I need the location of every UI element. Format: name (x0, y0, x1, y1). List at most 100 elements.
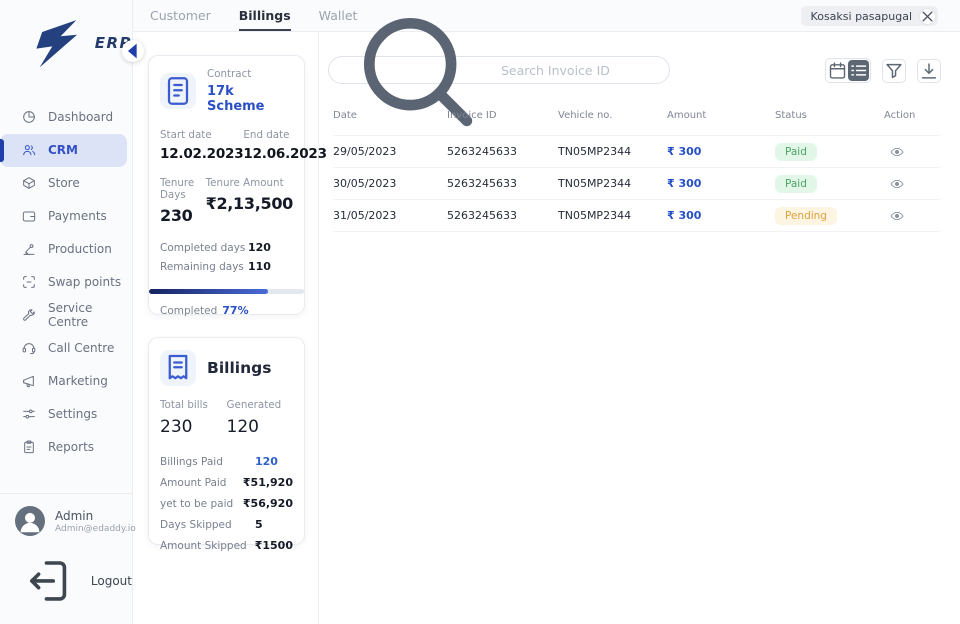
list-view-button[interactable] (848, 60, 869, 81)
table-row: 29/05/2023 5263245633 TN05MP2344 ₹ 300 P… (333, 135, 940, 167)
invoice-search (328, 56, 670, 84)
settings-icon (21, 406, 37, 422)
dashboard-icon (21, 109, 37, 125)
stat-value: 110 (248, 260, 271, 273)
payments-icon (21, 208, 37, 224)
sidebar-item-payments[interactable]: Payments (0, 200, 132, 233)
sidebar-item-label: CRM (48, 143, 78, 157)
calendar-view-button[interactable] (827, 60, 848, 81)
sidebar-item-label: Marketing (48, 374, 108, 388)
stat-value: ₹56,920 (243, 497, 293, 510)
user-profile[interactable]: Admin Admin@edaddy.io (0, 506, 132, 536)
cell-date: 29/05/2023 (333, 145, 447, 158)
stat-label: Billings Paid (160, 456, 255, 468)
progress-bar (149, 289, 304, 294)
sidebar-item-label: Reports (48, 440, 94, 454)
table-header: DateInvoice IDVehicle no.AmountStatusAct… (333, 104, 940, 135)
contract-stats: Completed days 120 Remaining days 110 (160, 241, 293, 273)
tenure-days-value: 230 (160, 206, 206, 225)
sidebar-item-label: Call Centre (48, 341, 114, 355)
table-row: 30/05/2023 5263245633 TN05MP2344 ₹ 300 P… (333, 167, 940, 199)
sidebar-item-store[interactable]: Store (0, 167, 132, 200)
column-header-action: Action (884, 110, 940, 121)
sidebar-collapse-button[interactable] (122, 40, 144, 62)
start-date-value: 12.02.2023 (160, 146, 243, 162)
sidebar-item-dashboard[interactable]: Dashboard (0, 101, 132, 134)
billings-scroll-icon (160, 350, 196, 386)
reports-icon (21, 439, 37, 455)
cell-date: 30/05/2023 (333, 177, 447, 190)
progress-fill (149, 289, 268, 294)
filter-button[interactable] (882, 59, 906, 83)
download-button[interactable] (917, 59, 941, 83)
stat-value: ₹51,920 (243, 476, 293, 489)
contract-label: Contract (207, 68, 293, 80)
stat-label: yet to be paid (160, 498, 243, 510)
sidebar-item-label: Payments (48, 209, 107, 223)
funnel-icon (883, 60, 905, 82)
search-input[interactable] (501, 63, 657, 78)
sidebar-item-marketing[interactable]: Marketing (0, 365, 132, 398)
view-invoice-button[interactable] (889, 208, 905, 224)
stat-label: Days Skipped (160, 519, 255, 531)
stat-label: Amount Paid (160, 477, 243, 489)
sidebar-item-service-centre[interactable]: Service Centre (0, 299, 132, 332)
column-header-amount: Amount (667, 110, 775, 121)
sidebar-item-swap-points[interactable]: Swap points (0, 266, 132, 299)
total-bills-label: Total bills (160, 399, 227, 411)
completed-line: Completed77% (160, 304, 293, 317)
view-invoice-button[interactable] (889, 144, 905, 160)
sidebar-item-label: Store (48, 176, 80, 190)
stat-row: Completed days 120 (160, 241, 293, 254)
stat-row: Amount Paid ₹51,920 (160, 476, 293, 489)
chip-close-icon[interactable] (920, 9, 935, 24)
table-row: 31/05/2023 5263245633 TN05MP2344 ₹ 300 P… (333, 199, 940, 231)
contract-card: Contract 17k Scheme Start date 12.02.202… (148, 55, 305, 315)
sidebar-item-crm[interactable]: CRM (0, 134, 127, 167)
status-badge: Paid (775, 143, 817, 161)
store-icon (21, 175, 37, 191)
sidebar-item-call-centre[interactable]: Call Centre (0, 332, 132, 365)
stat-row: Days Skipped 5 (160, 518, 293, 531)
column-header-vehicle-no: Vehicle no. (558, 110, 667, 121)
stat-row: Billings Paid 120 (160, 455, 293, 468)
stat-label: Amount Skipped (160, 540, 255, 552)
status-badge: Paid (775, 175, 817, 193)
customer-chip: Kosaksi pasapugal (801, 6, 938, 26)
view-invoice-button[interactable] (889, 176, 905, 192)
cell-date: 31/05/2023 (333, 209, 447, 222)
generated-label: Generated (227, 399, 294, 411)
stat-row: Amount Skipped ₹1500 (160, 539, 293, 552)
sidebar-item-settings[interactable]: Settings (0, 398, 132, 431)
crm-icon (21, 142, 37, 158)
sidebar-item-production[interactable]: Production (0, 233, 132, 266)
eye-icon (889, 144, 905, 160)
stat-value: 120 (248, 241, 271, 254)
cell-vehicle-no: TN05MP2344 (558, 209, 667, 222)
contract-scheme: 17k Scheme (207, 84, 293, 114)
sidebar-item-label: Swap points (48, 275, 121, 289)
total-bills-value: 230 (160, 417, 227, 437)
tab-customer[interactable]: Customer (150, 0, 211, 31)
stat-label: Remaining days (160, 261, 248, 273)
sidebar-item-reports[interactable]: Reports (0, 431, 132, 464)
stat-value: ₹1500 (255, 539, 293, 552)
download-icon (918, 60, 940, 82)
stat-value: 5 (255, 518, 263, 531)
sidebar-item-label: Settings (48, 407, 97, 421)
stat-row: yet to be paid ₹56,920 (160, 497, 293, 510)
tenure-days-label: Tenure Days (160, 177, 206, 201)
cell-invoice-id: 5263245633 (447, 177, 558, 190)
service-centre-icon (21, 307, 37, 323)
status-badge: Pending (775, 207, 837, 225)
end-date-label: End date (243, 129, 326, 141)
billings-stats: Billings Paid 120 Amount Paid ₹51,920 ye… (160, 455, 293, 552)
view-toggle (825, 58, 871, 83)
logout-button[interactable]: Logout (0, 554, 132, 608)
start-date-label: Start date (160, 129, 243, 141)
column-header-invoice-id: Invoice ID (447, 110, 558, 121)
topbar: CustomerBillingsWallet Kosaksi pasapugal (133, 0, 960, 32)
completed-label: Completed (160, 305, 217, 317)
tab-billings[interactable]: Billings (239, 0, 291, 31)
logout-icon (24, 554, 78, 608)
